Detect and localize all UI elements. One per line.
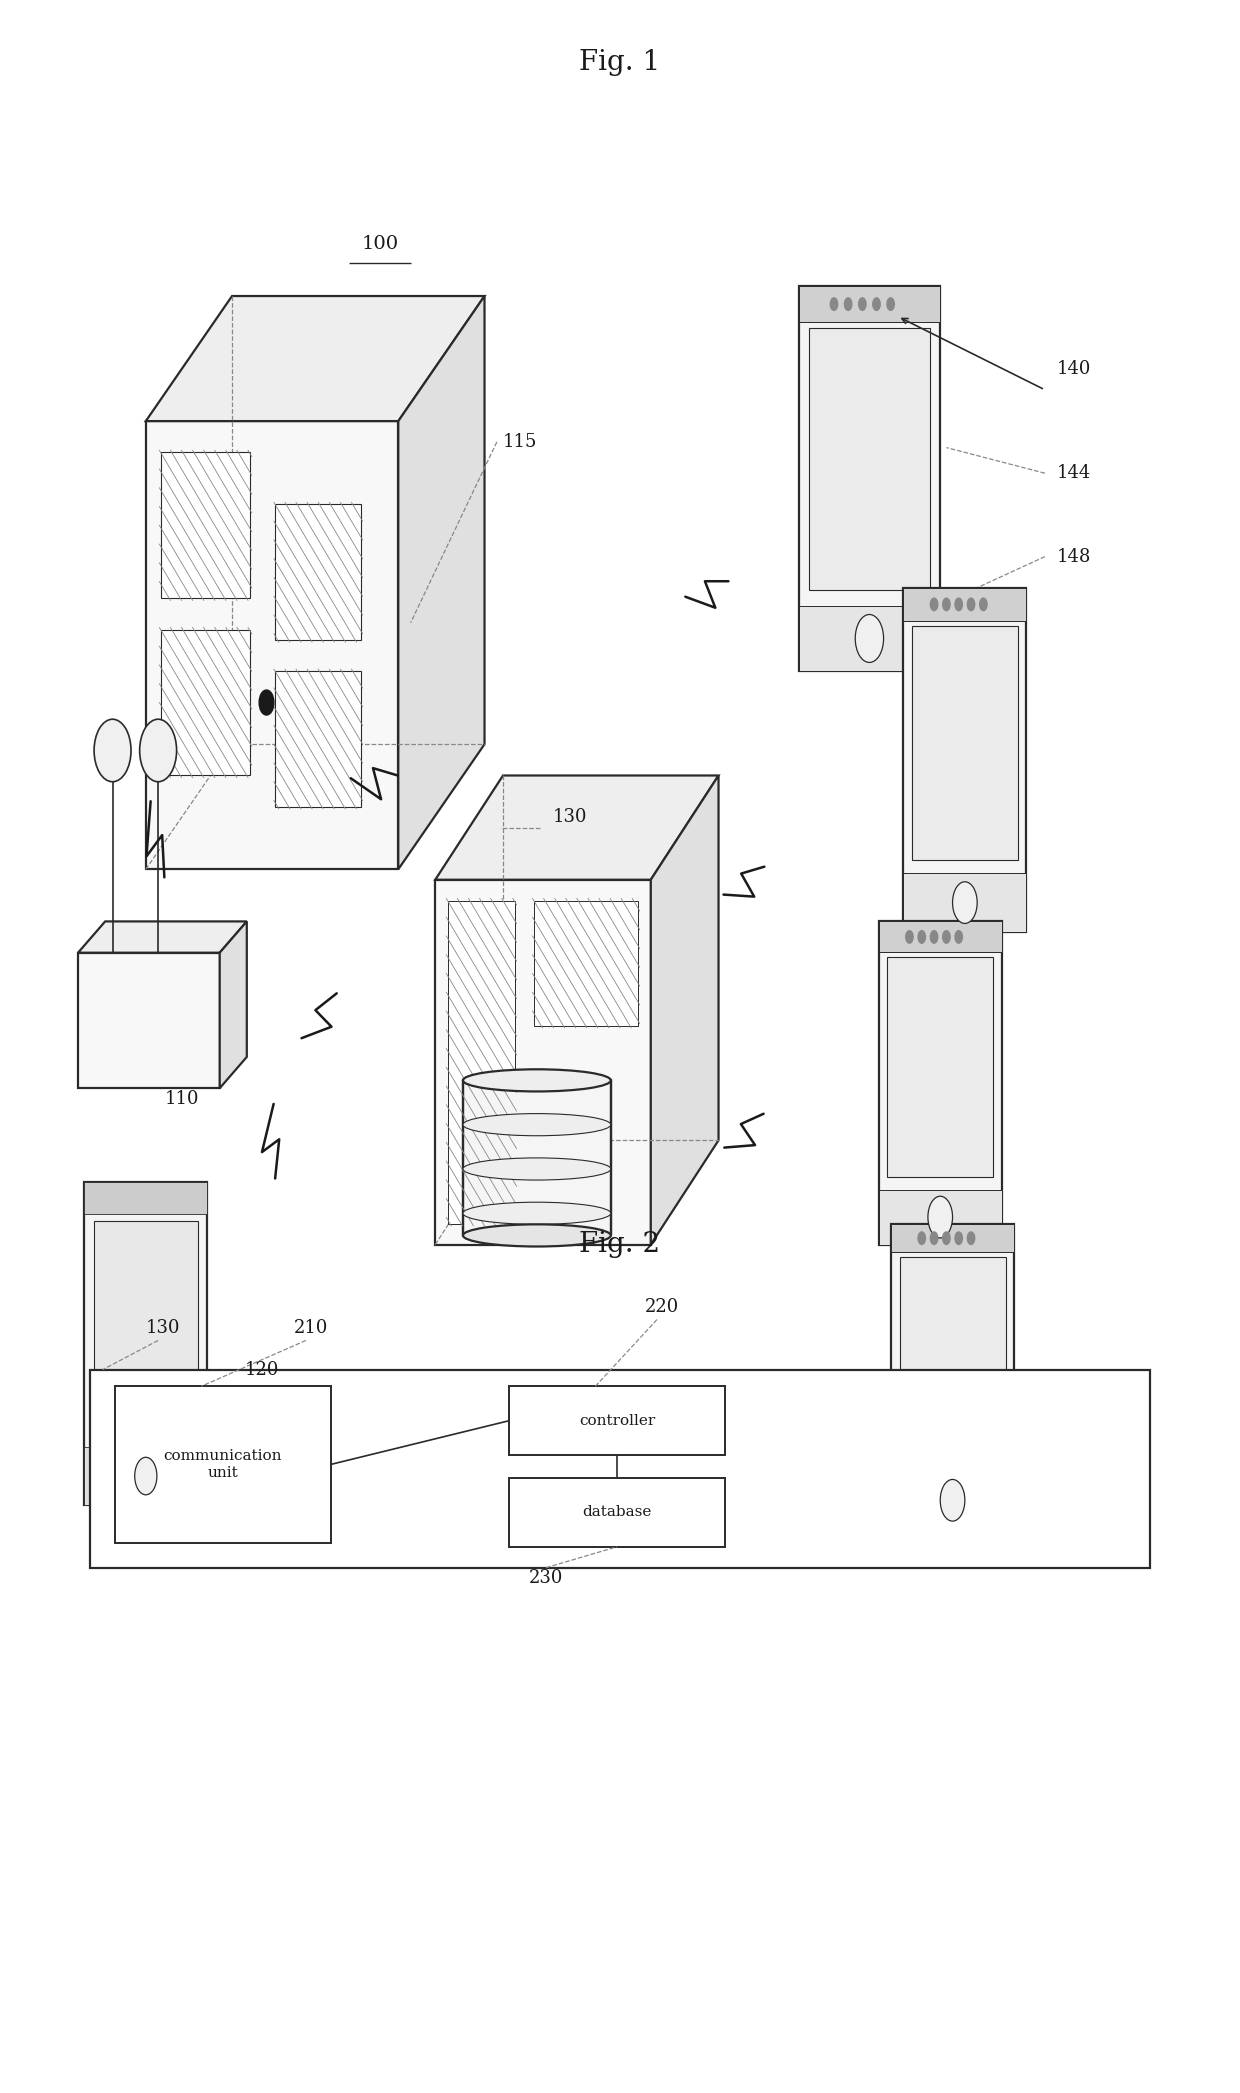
Polygon shape <box>435 777 718 879</box>
Polygon shape <box>146 295 485 421</box>
Bar <box>879 1189 1002 1245</box>
Circle shape <box>955 1233 962 1245</box>
Circle shape <box>930 931 937 944</box>
Polygon shape <box>398 295 485 869</box>
Bar <box>911 626 1018 860</box>
Text: 140: 140 <box>1058 360 1091 379</box>
Circle shape <box>259 691 274 716</box>
Text: 220: 220 <box>645 1298 678 1316</box>
Circle shape <box>928 1197 952 1237</box>
Bar <box>903 588 1027 620</box>
Circle shape <box>955 931 962 944</box>
Ellipse shape <box>463 1070 611 1090</box>
Polygon shape <box>219 921 247 1088</box>
Bar <box>84 1446 207 1505</box>
Polygon shape <box>435 879 651 1245</box>
Polygon shape <box>275 504 361 640</box>
Bar <box>888 957 993 1176</box>
Ellipse shape <box>463 1201 611 1224</box>
Bar <box>463 1080 611 1235</box>
Polygon shape <box>161 452 250 599</box>
Circle shape <box>940 1480 965 1522</box>
Bar <box>879 921 1002 1245</box>
Polygon shape <box>78 952 219 1088</box>
Circle shape <box>873 297 880 310</box>
Text: 115: 115 <box>503 433 537 450</box>
Circle shape <box>980 599 987 611</box>
Polygon shape <box>78 921 247 952</box>
Circle shape <box>831 297 838 310</box>
Text: 210: 210 <box>294 1319 329 1337</box>
Ellipse shape <box>463 1113 611 1136</box>
Text: 100: 100 <box>361 234 398 253</box>
Bar <box>892 1476 1014 1526</box>
Bar <box>879 921 1002 952</box>
Bar <box>510 1478 724 1547</box>
Circle shape <box>942 931 950 944</box>
Text: 130: 130 <box>146 1319 180 1337</box>
Text: Fig. 2: Fig. 2 <box>579 1231 661 1258</box>
Circle shape <box>905 931 913 944</box>
Circle shape <box>955 599 962 611</box>
Circle shape <box>135 1457 157 1494</box>
Bar <box>799 605 940 672</box>
Bar <box>84 1183 207 1505</box>
Text: 130: 130 <box>552 808 587 827</box>
Bar <box>899 1258 1006 1463</box>
Circle shape <box>844 297 852 310</box>
Circle shape <box>942 1233 950 1245</box>
Bar <box>799 285 940 672</box>
Bar <box>84 1183 207 1214</box>
Bar <box>903 873 1027 931</box>
Text: 144: 144 <box>1058 465 1091 481</box>
Circle shape <box>942 599 950 611</box>
Bar <box>903 588 1027 931</box>
Polygon shape <box>533 900 639 1026</box>
Circle shape <box>930 599 937 611</box>
Bar <box>91 1369 1149 1568</box>
Bar <box>892 1224 1014 1252</box>
Text: 110: 110 <box>164 1090 198 1107</box>
Polygon shape <box>448 900 516 1224</box>
Circle shape <box>887 297 894 310</box>
Ellipse shape <box>463 1157 611 1180</box>
Polygon shape <box>161 630 250 777</box>
Ellipse shape <box>463 1224 611 1247</box>
Text: controller: controller <box>579 1413 655 1427</box>
Circle shape <box>856 615 884 663</box>
Circle shape <box>967 599 975 611</box>
Polygon shape <box>275 672 361 806</box>
Bar <box>808 329 930 590</box>
Bar <box>892 1224 1014 1526</box>
Text: database: database <box>583 1505 651 1520</box>
Bar <box>799 285 940 322</box>
Circle shape <box>918 931 925 944</box>
Text: communication
unit: communication unit <box>164 1448 281 1480</box>
Circle shape <box>140 720 176 783</box>
Text: 120: 120 <box>244 1360 279 1379</box>
Polygon shape <box>146 421 398 869</box>
Bar <box>115 1386 331 1543</box>
Circle shape <box>858 297 866 310</box>
Text: 230: 230 <box>529 1570 563 1586</box>
Polygon shape <box>651 777 718 1245</box>
Bar <box>510 1386 724 1455</box>
Circle shape <box>967 1233 975 1245</box>
Bar <box>94 1220 197 1421</box>
Circle shape <box>930 1233 937 1245</box>
Text: 148: 148 <box>1058 548 1091 565</box>
Circle shape <box>94 720 131 783</box>
Circle shape <box>952 881 977 923</box>
Circle shape <box>918 1233 925 1245</box>
Text: Fig. 1: Fig. 1 <box>579 48 661 75</box>
